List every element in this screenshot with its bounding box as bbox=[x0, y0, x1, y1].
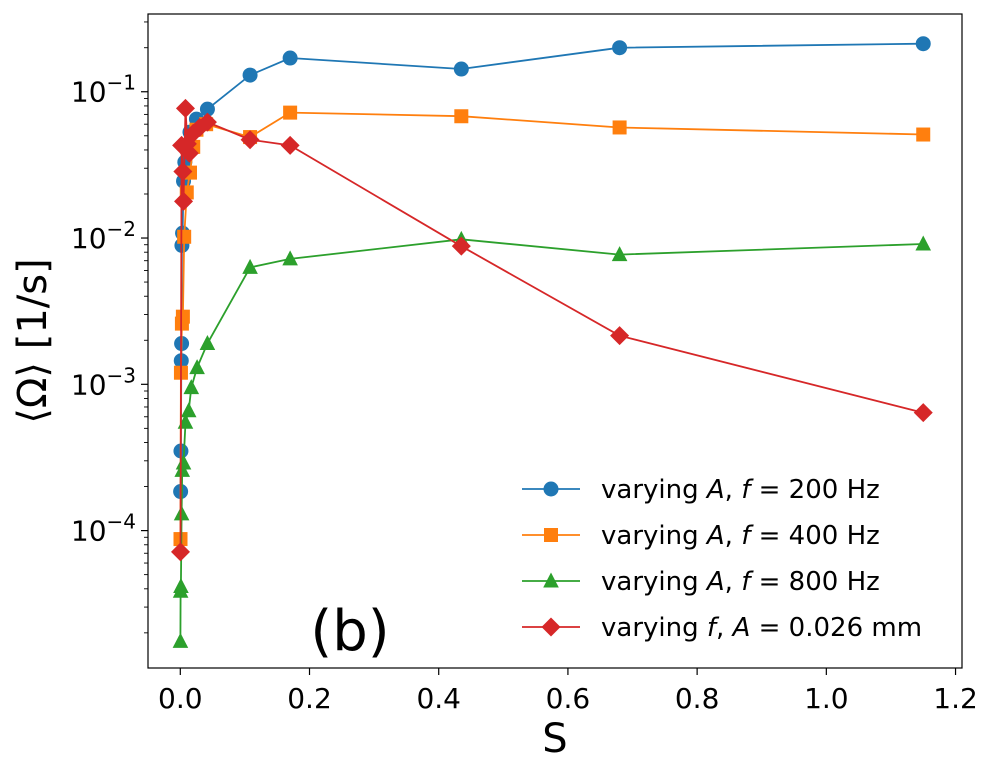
x-tick-label: 0.8 bbox=[675, 682, 720, 715]
data-point bbox=[915, 235, 932, 251]
data-point bbox=[179, 143, 199, 163]
data-point bbox=[199, 101, 215, 117]
data-point bbox=[453, 61, 469, 77]
data-point bbox=[173, 505, 190, 521]
plot-area bbox=[147, 13, 963, 669]
data-point bbox=[451, 236, 471, 256]
data-point bbox=[915, 36, 931, 52]
data-point bbox=[283, 105, 298, 120]
data-point bbox=[183, 379, 200, 395]
data-point bbox=[282, 250, 298, 266]
series-4 bbox=[170, 98, 933, 562]
data-point bbox=[175, 454, 192, 470]
x-tick-label: 1.0 bbox=[804, 682, 849, 715]
y-tick-label: 10−3 bbox=[71, 363, 136, 401]
legend-label: varying A, f = 400 Hz bbox=[601, 521, 880, 551]
data-point bbox=[610, 326, 630, 346]
data-point bbox=[611, 246, 628, 262]
data-point bbox=[913, 403, 933, 423]
data-point bbox=[916, 127, 931, 142]
x-axis-title: S bbox=[542, 716, 567, 762]
x-tick-label: 0.6 bbox=[546, 682, 591, 715]
legend-marker bbox=[541, 617, 561, 637]
data-point bbox=[177, 229, 192, 244]
data-point bbox=[189, 359, 205, 375]
legend-item: varying A, f = 800 Hz bbox=[522, 567, 880, 597]
data-point bbox=[612, 120, 627, 135]
series-group bbox=[170, 36, 933, 648]
data-point bbox=[199, 335, 216, 351]
data-point bbox=[280, 135, 300, 155]
data-point bbox=[173, 161, 193, 181]
x-tick-label: 1.2 bbox=[933, 682, 978, 715]
y-axis: 10−4 10−3 10−2 10−1 bbox=[71, 21, 148, 634]
data-point bbox=[282, 50, 298, 66]
y-tick-label: 10−1 bbox=[71, 71, 136, 109]
data-point bbox=[175, 309, 190, 324]
data-point bbox=[174, 191, 194, 211]
data-point bbox=[242, 67, 258, 83]
legend-label: varying A, f = 200 Hz bbox=[601, 475, 880, 505]
y-tick-label: 10−4 bbox=[71, 510, 136, 548]
data-point bbox=[172, 632, 189, 648]
legend-item: varying A, f = 200 Hz bbox=[522, 475, 880, 505]
data-point bbox=[612, 40, 628, 56]
legend-item: varying f, A = 0.026 mm bbox=[522, 613, 922, 643]
legend-marker bbox=[543, 481, 559, 497]
y-axis-title: ⟨Ω⟩ [1/s] bbox=[10, 258, 56, 423]
data-point bbox=[173, 577, 189, 593]
data-point bbox=[175, 98, 195, 118]
data-point bbox=[170, 542, 190, 562]
legend: varying A, f = 200 Hz varying A, f = 400 … bbox=[522, 475, 922, 643]
legend-marker bbox=[543, 572, 559, 588]
data-point bbox=[454, 109, 469, 124]
data-point bbox=[197, 112, 217, 132]
x-tick-label: 0.4 bbox=[416, 682, 461, 715]
x-tick-label: 0.2 bbox=[287, 682, 332, 715]
legend-item: varying A, f = 400 Hz bbox=[522, 521, 880, 551]
data-point bbox=[240, 130, 260, 150]
legend-label: varying A, f = 800 Hz bbox=[601, 567, 880, 597]
legend-label: varying f, A = 0.026 mm bbox=[601, 613, 922, 643]
legend-marker bbox=[544, 528, 558, 542]
panel-label: (b) bbox=[310, 599, 389, 664]
y-tick-label: 10−2 bbox=[71, 217, 136, 255]
x-axis: 0.0 0.2 0.4 0.6 0.8 1.0 1.2 bbox=[158, 668, 978, 715]
data-point bbox=[180, 402, 197, 418]
x-tick-label: 0.0 bbox=[158, 682, 203, 715]
plot-frame bbox=[147, 13, 963, 669]
data-point bbox=[242, 258, 258, 274]
